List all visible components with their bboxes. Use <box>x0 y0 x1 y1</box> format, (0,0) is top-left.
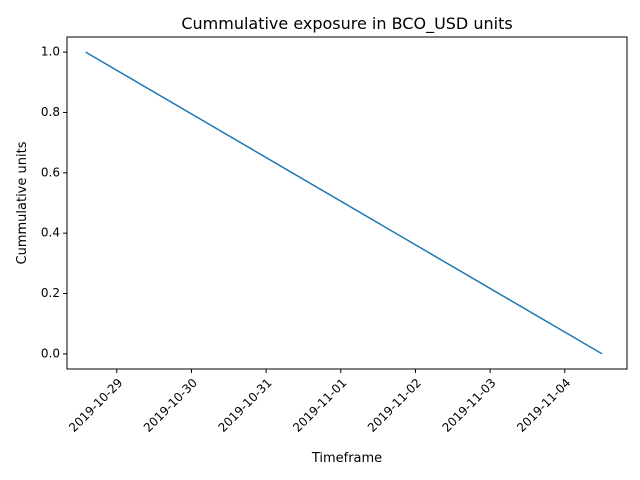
y-tick-label: 1.0 <box>41 45 60 59</box>
plot-frame <box>66 36 628 370</box>
y-tick-label: 0.8 <box>41 105 60 119</box>
chart-title: Cummulative exposure in BCO_USD units <box>181 14 512 34</box>
y-tick-label: 0.2 <box>41 286 60 300</box>
series-line <box>85 51 603 355</box>
series-layer <box>85 51 603 355</box>
x-axis-label: Timeframe <box>311 451 382 466</box>
y-tick-label: 0.4 <box>41 226 60 240</box>
y-tick-label: 0.0 <box>41 346 60 360</box>
y-axis-label: Cummulative units <box>15 141 30 264</box>
y-tick-label: 0.6 <box>41 165 60 179</box>
